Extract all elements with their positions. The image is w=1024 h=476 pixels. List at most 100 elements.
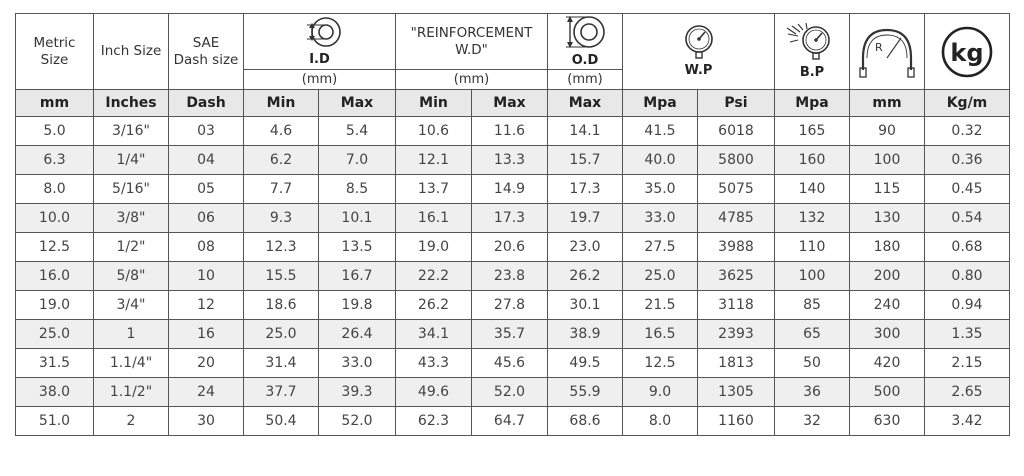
od-label: O.D <box>571 53 599 68</box>
header-sae-line1: SAE <box>192 34 220 51</box>
table-cell: 35.7 <box>471 319 548 349</box>
table-cell: 55.9 <box>547 377 623 407</box>
table-cell: 9.3 <box>243 203 319 233</box>
table-cell: 45.6 <box>471 348 548 378</box>
header-od-unit: (mm) <box>547 69 623 90</box>
table-cell: 110 <box>774 232 850 262</box>
table-cell: 3625 <box>697 261 775 291</box>
header-metric-size-line1: Metric <box>33 34 76 51</box>
table-row: 8.0 5/16" 05 7.7 8.5 13.7 14.9 17.3 35.0 5075 140 1… <box>15 174 1010 204</box>
table-cell: 0.94 <box>924 290 1010 320</box>
table-cell: 33.0 <box>318 348 396 378</box>
table-cell: 11.6 <box>471 116 548 146</box>
table-cell: 10.1 <box>318 203 396 233</box>
table-cell: 39.3 <box>318 377 396 407</box>
table-cell: 1.1/4" <box>93 348 169 378</box>
table-cell: 100 <box>774 261 850 291</box>
table-row: 10.0 3/8" 06 9.3 10.1 16.1 17.3 19.7 33.0 4785 132… <box>15 203 1010 233</box>
table-cell: 1.35 <box>924 319 1010 349</box>
table-cell: 3/4" <box>93 290 169 320</box>
table-cell: 38.9 <box>547 319 623 349</box>
table-cell: 30 <box>168 406 244 436</box>
table-cell: 08 <box>168 232 244 262</box>
table-cell: 16.0 <box>15 261 94 291</box>
table-cell: 49.6 <box>395 377 472 407</box>
table-cell: 13.3 <box>471 145 548 175</box>
kg-label: kg <box>950 39 983 67</box>
table-cell: 65 <box>774 319 850 349</box>
table-cell: 06 <box>168 203 244 233</box>
unit-cell: Max <box>471 89 548 117</box>
table-cell: 160 <box>774 145 850 175</box>
table-cell: 31.4 <box>243 348 319 378</box>
table-cell: 43.3 <box>395 348 472 378</box>
unit-cell: Max <box>547 89 623 117</box>
table-cell: 3.42 <box>924 406 1010 436</box>
table-cell: 25.0 <box>622 261 698 291</box>
header-metric-size-line2: Size <box>40 51 69 68</box>
table-row: 16.0 5/8" 10 15.5 16.7 22.2 23.8 26.2 25.0 3625 10… <box>15 261 1010 291</box>
table-row: 5.0 3/16" 03 4.6 5.4 10.6 11.6 14.1 41.5 6018 165 9… <box>15 116 1010 146</box>
table-cell: 50.4 <box>243 406 319 436</box>
table-cell: 0.36 <box>924 145 1010 175</box>
unit-cell: Mpa <box>622 89 698 117</box>
table-cell: 20 <box>168 348 244 378</box>
table-row: 31.5 1.1/4" 20 31.4 33.0 43.3 45.6 49.5 12.5 1813… <box>15 348 1010 378</box>
table-row: 38.0 1.1/2" 24 37.7 39.3 49.6 52.0 55.9 9.0 1305 3… <box>15 377 1010 407</box>
table-cell: 5/16" <box>93 174 169 204</box>
table-cell: 62.3 <box>395 406 472 436</box>
table-cell: 115 <box>849 174 925 204</box>
hose-spec-table-wrapper: Metric Size Inch Size SAE Dash size <box>15 13 1010 436</box>
table-cell: 420 <box>849 348 925 378</box>
table-row: 19.0 3/4" 12 18.6 19.8 26.2 27.8 30.1 21.5 3118 85… <box>15 290 1010 320</box>
outer-diameter-icon <box>566 16 605 48</box>
table-cell: 100 <box>849 145 925 175</box>
table-cell: 132 <box>774 203 850 233</box>
table-cell: 13.7 <box>395 174 472 204</box>
header-metric-size: Metric Size <box>15 13 94 90</box>
table-cell: 8.0 <box>15 174 94 204</box>
table-cell: 32 <box>774 406 850 436</box>
table-cell: 6.2 <box>243 145 319 175</box>
table-cell: 0.80 <box>924 261 1010 291</box>
table-row: 6.3 1/4" 04 6.2 7.0 12.1 13.3 15.7 40.0 5800 160 10… <box>15 145 1010 175</box>
table-cell: 140 <box>774 174 850 204</box>
header-sae-dash: SAE Dash size <box>168 13 244 90</box>
table-cell: 5/8" <box>93 261 169 291</box>
table-cell: 30.1 <box>547 290 623 320</box>
radius-letter: R <box>875 41 883 54</box>
table-cell: 35.0 <box>622 174 698 204</box>
table-cell: 6.3 <box>15 145 94 175</box>
table-cell: 31.5 <box>15 348 94 378</box>
id-label: I.D <box>309 52 330 67</box>
table-cell: 23.0 <box>547 232 623 262</box>
table-cell: 200 <box>849 261 925 291</box>
table-cell: 18.6 <box>243 290 319 320</box>
table-cell: 9.0 <box>622 377 698 407</box>
table-cell: 12.3 <box>243 232 319 262</box>
table-cell: 240 <box>849 290 925 320</box>
table-cell: 90 <box>849 116 925 146</box>
header-working-pressure: W.P <box>622 13 775 90</box>
table-cell: 3/16" <box>93 116 169 146</box>
table-cell: 8.0 <box>622 406 698 436</box>
table-cell: 0.54 <box>924 203 1010 233</box>
table-cell: 26.2 <box>547 261 623 291</box>
table-cell: 5075 <box>697 174 775 204</box>
unit-cell: Psi <box>697 89 775 117</box>
table-cell: 16.1 <box>395 203 472 233</box>
table-cell: 15.7 <box>547 145 623 175</box>
table-cell: 130 <box>849 203 925 233</box>
table-cell: 12 <box>168 290 244 320</box>
table-cell: 1/2" <box>93 232 169 262</box>
table-cell: 6018 <box>697 116 775 146</box>
header-reinf-line2: W.D" <box>455 41 488 58</box>
unit-cell: Inches <box>93 89 169 117</box>
header-sae-line2: Dash size <box>173 51 239 68</box>
header-reinforcement: "REINFORCEMENT W.D" <box>395 13 548 70</box>
table-cell: 50 <box>774 348 850 378</box>
table-cell: 630 <box>849 406 925 436</box>
unit-cell: Min <box>243 89 319 117</box>
pressure-gauge-icon <box>684 25 713 59</box>
table-cell: 180 <box>849 232 925 262</box>
